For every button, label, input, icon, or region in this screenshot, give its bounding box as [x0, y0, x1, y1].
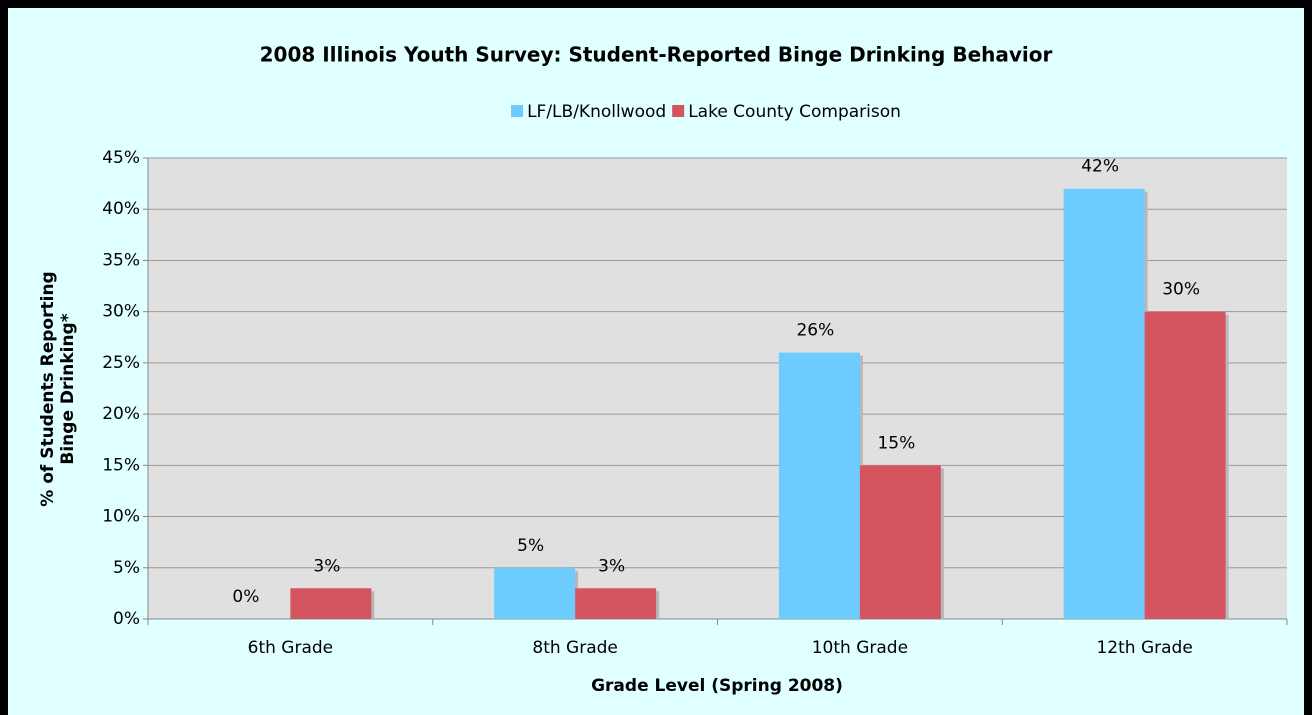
- data-label: 3%: [313, 556, 340, 576]
- bar: [778, 352, 860, 619]
- y-tick-label: 45%: [102, 148, 140, 168]
- y-tick-label: 15%: [102, 455, 140, 475]
- bar: [290, 588, 372, 619]
- bar: [1063, 188, 1145, 619]
- chart-title: 2008 Illinois Youth Survey: Student-Repo…: [260, 43, 1053, 67]
- bar: [575, 588, 657, 619]
- data-label: 42%: [1081, 157, 1119, 177]
- y-tick-label: 5%: [113, 558, 140, 578]
- x-axis-title: Grade Level (Spring 2008): [591, 676, 843, 696]
- y-axis-title: % of Students Reporting: [38, 271, 58, 506]
- y-tick-label: 40%: [102, 199, 140, 219]
- bar: [859, 465, 941, 619]
- data-label: 26%: [796, 321, 834, 341]
- x-tick-label: 10th Grade: [812, 638, 908, 658]
- y-tick-label: 20%: [102, 404, 140, 424]
- legend-swatch: [511, 105, 524, 117]
- data-label: 30%: [1162, 280, 1200, 300]
- bar: [494, 567, 576, 619]
- data-label: 15%: [877, 433, 915, 453]
- y-tick-label: 30%: [102, 302, 140, 322]
- data-label: 3%: [598, 556, 625, 576]
- y-tick-label: 0%: [113, 609, 140, 629]
- y-axis-title: Binge Drinking*: [58, 313, 78, 464]
- y-tick-label: 35%: [102, 250, 140, 270]
- data-label: 0%: [232, 587, 259, 607]
- data-label: 5%: [517, 536, 544, 556]
- legend-label: LF/LB/Knollwood: [527, 102, 666, 122]
- legend-label: Lake County Comparison: [688, 102, 901, 122]
- legend-swatch: [672, 105, 685, 117]
- y-tick-label: 10%: [102, 507, 140, 527]
- x-tick-label: 12th Grade: [1096, 638, 1192, 658]
- x-tick-label: 6th Grade: [248, 638, 334, 658]
- x-tick-label: 8th Grade: [532, 638, 618, 658]
- y-tick-label: 25%: [102, 353, 140, 373]
- bar: [1144, 311, 1226, 619]
